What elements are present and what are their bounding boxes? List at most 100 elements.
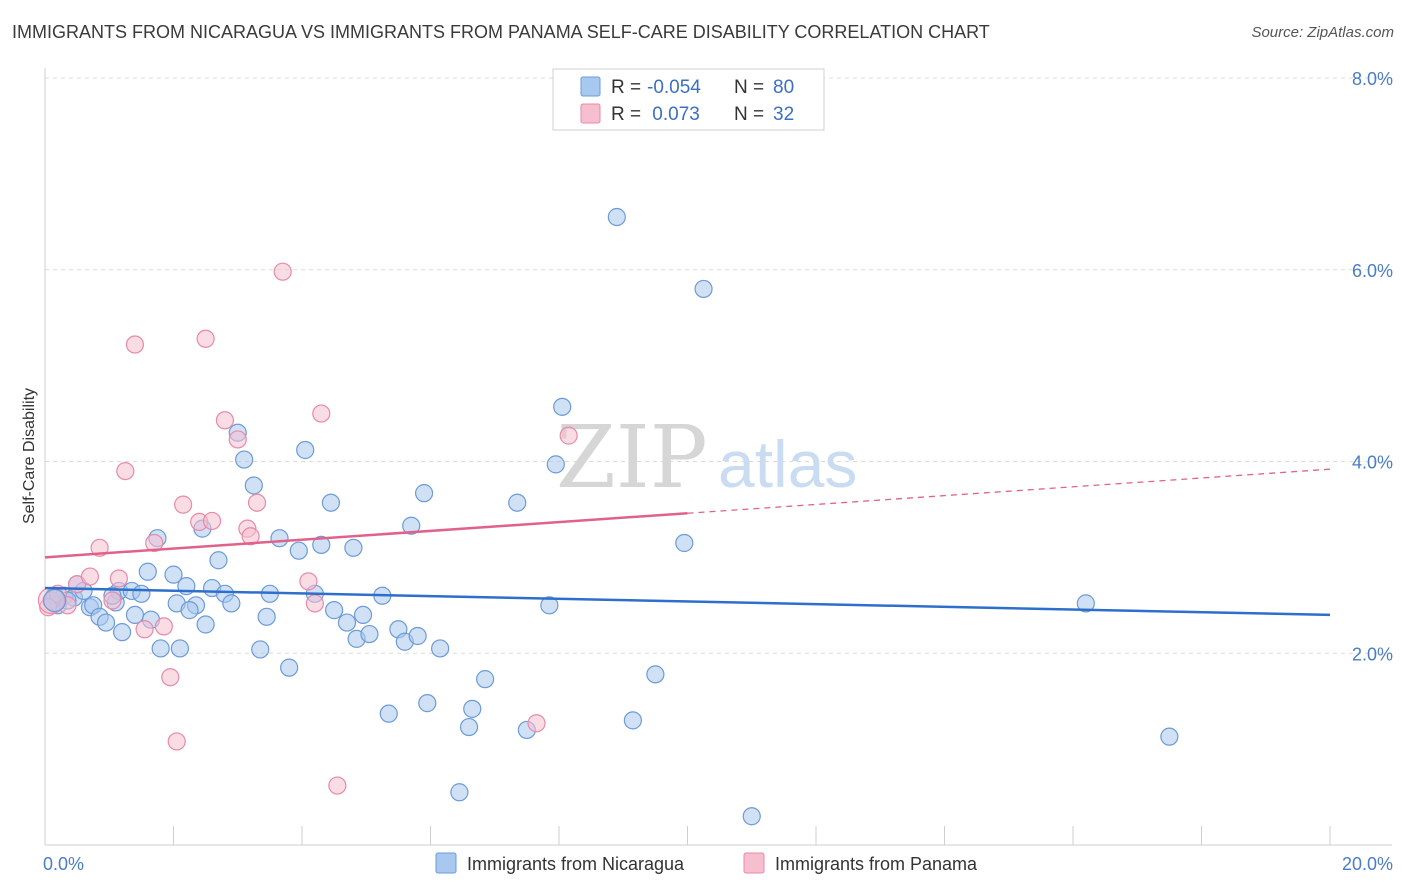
legend-r-label-panama: R = <box>611 104 641 125</box>
data-point-nicaragua <box>1076 594 1095 613</box>
bottom-legend-label-panama: Immigrants from Panama <box>775 854 978 874</box>
tick-labels: 2.0% 4.0% 6.0% 8.0% 0.0% 20.0% <box>43 69 1393 874</box>
trend-line-nicaragua <box>44 586 1331 617</box>
legend-n-value-panama: 32 <box>773 104 794 125</box>
data-point-nicaragua <box>408 626 427 646</box>
data-point-nicaragua <box>1160 727 1179 746</box>
data-point-panama <box>116 461 135 481</box>
trend-line-panama <box>44 512 688 559</box>
data-point-nicaragua <box>694 279 713 299</box>
bottom-legend-swatch-nicaragua <box>435 852 457 874</box>
legend-n-value-nicaragua: 80 <box>773 77 794 98</box>
data-point-panama <box>135 620 154 639</box>
data-point-panama <box>174 495 193 514</box>
y-tick-label: 2.0% <box>1352 644 1393 664</box>
data-point-nicaragua <box>508 493 527 512</box>
data-point-panama <box>273 262 292 281</box>
axes <box>44 68 1392 846</box>
trend-line-panama-projection <box>687 468 1331 514</box>
bottom-legend: Immigrants from Nicaragua Immigrants fro… <box>435 852 978 874</box>
data-point-panama <box>328 776 347 795</box>
legend-box: R = -0.054 N = 80 R = 0.073 N = 32 <box>552 68 825 131</box>
legend-r-label-nicaragua: R = <box>611 77 641 98</box>
data-point-panama <box>196 329 215 348</box>
data-point-nicaragua <box>321 493 341 512</box>
data-point-nicaragua <box>151 639 170 658</box>
data-point-panama <box>125 335 145 354</box>
data-point-nicaragua <box>379 704 398 723</box>
data-point-nicaragua <box>296 440 315 460</box>
data-point-panama <box>80 567 100 586</box>
data-point-nicaragua <box>344 538 363 557</box>
legend-r-value-nicaragua: -0.054 <box>647 77 701 98</box>
trend-lines <box>44 468 1331 617</box>
data-point-nicaragua <box>414 484 434 503</box>
data-point-nicaragua <box>180 601 199 620</box>
data-point-nicaragua <box>209 551 228 570</box>
data-point-nicaragua <box>476 670 495 689</box>
data-point-nicaragua <box>132 584 151 603</box>
y-tick-label: 8.0% <box>1352 69 1393 89</box>
data-point-nicaragua <box>675 533 694 553</box>
data-point-nicaragua <box>353 605 373 625</box>
data-point-panama <box>215 411 234 430</box>
legend-n-label-nicaragua: N = <box>734 77 764 98</box>
data-point-nicaragua <box>540 596 559 615</box>
data-point-panama <box>167 732 186 751</box>
data-point-nicaragua <box>623 711 642 730</box>
bottom-legend-label-nicaragua: Immigrants from Nicaragua <box>467 854 685 874</box>
data-point-nicaragua <box>289 541 308 560</box>
data-point-panama <box>241 527 260 546</box>
data-point-panama <box>202 511 222 531</box>
data-point-panama <box>247 493 267 512</box>
data-point-nicaragua <box>646 665 665 684</box>
data-point-panama <box>103 591 122 610</box>
legend-swatch-panama <box>580 103 601 124</box>
data-point-nicaragua <box>402 516 421 535</box>
data-point-nicaragua <box>607 207 626 227</box>
data-point-nicaragua <box>459 717 479 737</box>
chart-title: IMMIGRANTS FROM NICARAGUA VS IMMIGRANTS … <box>12 22 990 42</box>
data-point-nicaragua <box>312 535 331 555</box>
legend-n-label-panama: N = <box>734 104 764 125</box>
data-point-panama <box>305 594 324 613</box>
data-point-nicaragua <box>235 450 254 469</box>
data-point-nicaragua <box>251 640 270 659</box>
data-point-nicaragua <box>125 605 145 625</box>
data-point-nicaragua <box>257 607 276 626</box>
data-point-panama <box>145 533 164 553</box>
data-point-panama <box>161 668 180 687</box>
x-tick-label: 20.0% <box>1342 854 1393 874</box>
watermark-zip: ZIP <box>556 408 708 508</box>
data-point-panama <box>312 404 331 423</box>
legend-swatch-nicaragua <box>580 76 601 97</box>
data-point-nicaragua <box>244 476 263 495</box>
x-tick-label: 0.0% <box>43 854 84 874</box>
data-point-nicaragua <box>164 565 183 584</box>
y-tick-label: 4.0% <box>1352 453 1393 473</box>
data-point-nicaragua <box>43 588 67 613</box>
source-credit: Source: ZipAtlas.com <box>1251 24 1394 41</box>
legend-r-value-panama: 0.073 <box>647 104 700 125</box>
bottom-legend-swatch-panama <box>743 852 765 874</box>
data-point-nicaragua <box>553 397 572 416</box>
data-points <box>37 207 1179 826</box>
data-point-nicaragua <box>138 562 157 581</box>
data-point-nicaragua <box>280 658 299 677</box>
data-point-panama <box>109 569 128 588</box>
data-point-nicaragua <box>360 624 379 644</box>
data-point-panama <box>154 617 173 636</box>
data-point-panama <box>299 572 318 591</box>
y-axis-title: Self-Care Disability <box>21 388 38 524</box>
data-point-nicaragua <box>431 639 450 658</box>
data-point-nicaragua <box>418 694 437 713</box>
data-point-nicaragua <box>222 594 241 613</box>
data-point-panama <box>559 426 578 445</box>
data-point-panama <box>90 538 109 557</box>
data-point-nicaragua <box>325 601 344 620</box>
data-point-nicaragua <box>196 615 215 634</box>
data-point-nicaragua <box>450 783 469 802</box>
data-point-nicaragua <box>337 613 357 632</box>
data-point-nicaragua <box>546 455 565 474</box>
